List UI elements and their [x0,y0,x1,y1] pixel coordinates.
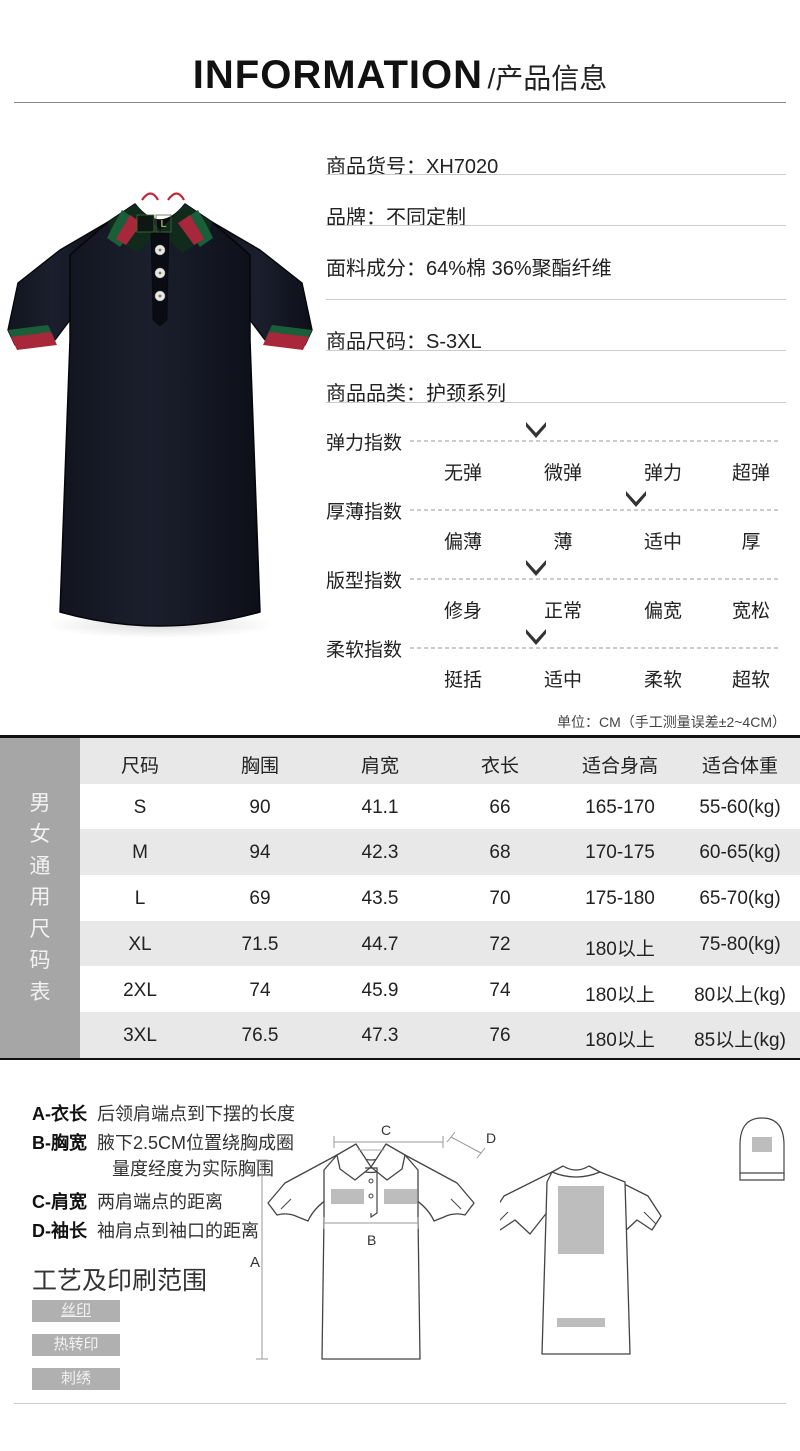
svg-text:L: L [160,219,166,230]
svg-text:C: C [381,1122,391,1138]
svg-text:D: D [486,1130,496,1146]
svg-text:B: B [367,1232,376,1248]
svg-text:A: A [250,1254,260,1271]
